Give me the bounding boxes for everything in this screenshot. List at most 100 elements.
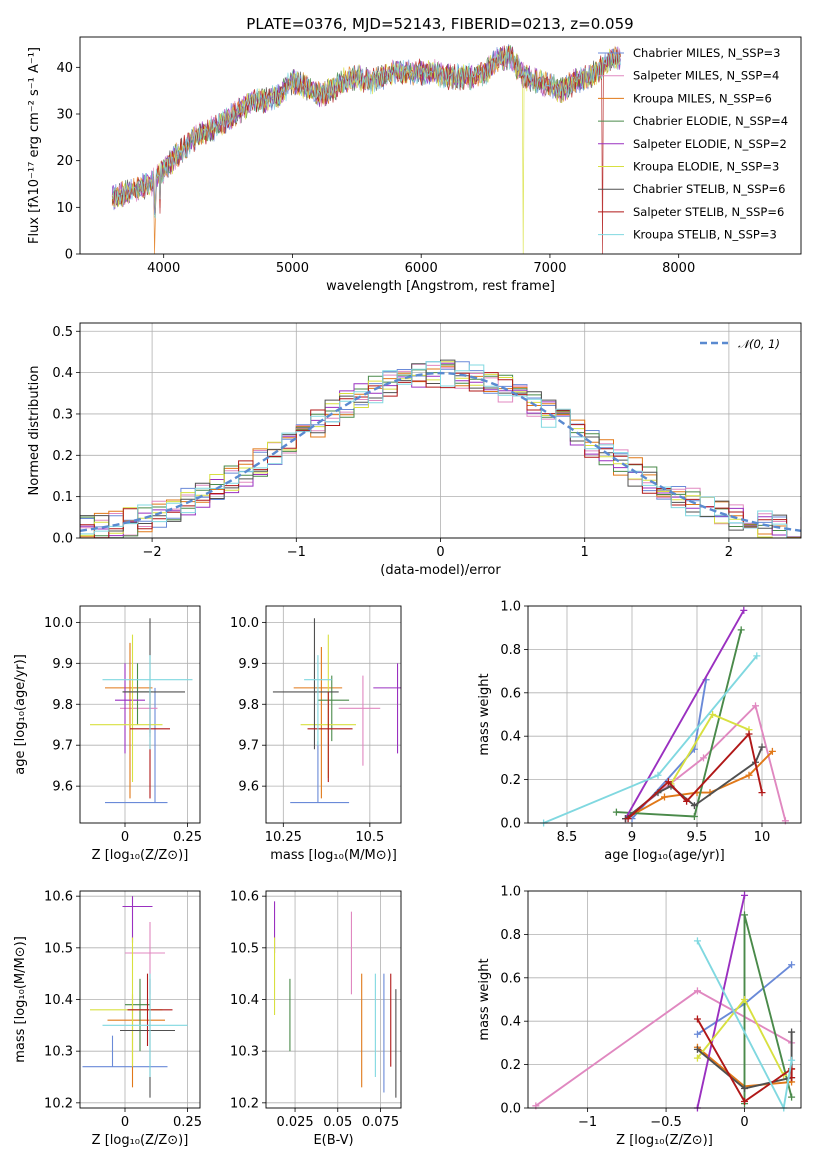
residuals-xtick-label: −1 — [287, 545, 306, 560]
age_vs_Z-xlabel: Z [log₁₀(Z/Z⊙)] — [92, 848, 189, 863]
massweight_vs_age-ytick-label: 0.4 — [500, 730, 521, 745]
age_vs_mass-point — [338, 675, 381, 766]
mass_vs_Z-ytick-label: 10.2 — [44, 1096, 73, 1111]
mass_vs_Z-ylabel: mass [log₁₀(M/M⊙)] — [13, 936, 28, 1063]
residuals-xtick-label: 2 — [725, 545, 733, 560]
massweight_vs_age-marker — [758, 743, 766, 751]
residuals-ytick-label: 0.0 — [52, 532, 73, 547]
massweight_vs_Z-ytick-label: 0.6 — [500, 971, 521, 986]
spectrum-legend: Chabrier MILES, N_SSP=3 Salpeter MILES, N… — [598, 46, 788, 242]
massweight_vs_age-marker — [690, 812, 698, 820]
spectrum-ytick-label: 30 — [56, 108, 73, 123]
massweight_vs_Z-ytick-label: 1.0 — [500, 885, 521, 900]
massweight_vs_age-xtick-label: 10 — [754, 830, 771, 845]
age_vs_Z-xtick-label: 0 — [121, 830, 129, 845]
massweight_vs_Z-xlabel: Z [log₁₀(Z/Z⊙)] — [616, 1133, 713, 1148]
mass_vs_EBV-xtick-label: 0.05 — [323, 1115, 352, 1130]
massweight_vs_age-ytick-label: 0.0 — [500, 817, 521, 832]
age_vs_Z-panel: 0 0.25 9.6 9.7 9.8 9.9 10.0 Z [log₁₀(Z/Z⊙)] age … — [13, 605, 202, 863]
spectrum-xtick-label: 7000 — [533, 261, 566, 276]
massweight_vs_age-marker — [661, 793, 668, 801]
age_vs_mass-ytick-label: 9.7 — [238, 739, 259, 754]
age_vs_Z-ytick-label: 9.8 — [52, 698, 73, 713]
mass_vs_Z-ytick-label: 10.3 — [44, 1045, 73, 1060]
massweight_vs_age-ytick-label: 0.6 — [500, 686, 521, 701]
spectrum-ytick-label: 0 — [65, 248, 73, 263]
massweight_vs_age-frame — [527, 605, 802, 824]
mass_vs_Z-ytick-label: 10.5 — [44, 941, 73, 956]
residuals-xtick-label: 0 — [436, 545, 444, 560]
mass_vs_Z-point — [82, 1035, 168, 1068]
massweight_vs_Z-series — [696, 1032, 793, 1090]
massweight_vs_age-marker — [745, 730, 753, 738]
massweight_vs_age-ylabel: mass weight — [477, 673, 492, 755]
mass_vs_Z-point — [122, 896, 153, 943]
spectrum-xtick-label: 8000 — [662, 261, 695, 276]
massweight_vs_age-ytick-label: 0.2 — [500, 773, 521, 788]
massweight_vs_Z-ytick-label: 0.4 — [500, 1015, 521, 1030]
age_vs_mass-xtick-label: 10.25 — [265, 830, 302, 845]
massweight_vs_age-marker — [768, 747, 776, 755]
age_vs_mass-xtick-label: 10.5 — [355, 830, 384, 845]
massweight_vs_Z-xtick-label: −1 — [578, 1115, 597, 1130]
mass_vs_Z-point — [125, 922, 165, 995]
spectrum-frame — [79, 36, 802, 255]
age_vs_mass-ytick-label: 9.6 — [238, 780, 259, 795]
mass_vs_EBV-xtick-label: 0.075 — [362, 1115, 399, 1130]
spectrum-xtick-label: 6000 — [405, 261, 438, 276]
massweight_vs_age-xlabel: age [log₁₀(age/yr)] — [604, 848, 725, 863]
age_vs_Z-point — [105, 642, 153, 799]
massweight_vs_age-marker — [745, 771, 753, 779]
spectrum-ytick-label: 20 — [56, 154, 73, 169]
massweight_vs_Z-frame — [527, 890, 802, 1109]
mass_vs_Z-ytick-label: 10.4 — [44, 993, 73, 1008]
legend-entry: Kroupa STELIB, N_SSP=3 — [633, 228, 777, 242]
mass_vs_Z-ytick-label: 10.6 — [44, 890, 73, 905]
age_vs_mass-point — [290, 741, 350, 804]
residuals-xtick-label: −2 — [143, 545, 162, 560]
age_vs_Z-point — [115, 663, 145, 754]
mass_vs_EBV-ytick-label: 10.4 — [230, 993, 259, 1008]
massweight_vs_age-marker — [709, 711, 717, 718]
mass_vs_EBV-ytick-label: 10.2 — [230, 1096, 259, 1111]
massweight_vs_Z-series — [696, 895, 746, 1109]
legend-entry: Salpeter MILES, N_SSP=4 — [633, 69, 779, 83]
massweight_vs_Z-panel: −1 −0.5 0 0.0 0.2 0.4 0.6 0.8 1.0 Z [log₁₀(Z/Z⊙)]… — [477, 885, 802, 1148]
residuals-panel: −2 −1 0 1 2 0.0 0.1 0.2 0.3 0.4 0.5 (data-model)/er… — [27, 322, 802, 578]
massweight_vs_Z-marker — [788, 1028, 796, 1036]
age_vs_Z-ytick-label: 9.7 — [52, 739, 73, 754]
residuals-xlabel: (data-model)/error — [380, 563, 501, 578]
massweight_vs_Z-marker — [693, 1030, 701, 1038]
spectrum-series — [111, 47, 621, 219]
age_vs_Z-frame — [79, 605, 201, 824]
massweight_vs_age-series — [624, 609, 745, 820]
massweight_vs_Z-marker — [741, 1084, 749, 1092]
massweight_vs_Z-ylabel: mass weight — [477, 958, 492, 1040]
massweight_vs_age-marker — [683, 797, 691, 805]
age_vs_Z-ytick-label: 9.9 — [52, 657, 73, 672]
massweight_vs_Z-marker — [741, 996, 749, 1003]
massweight_vs_Z-xtick-label: −0.5 — [650, 1115, 682, 1130]
mass_vs_EBV-frame — [265, 890, 402, 1109]
massweight_vs_age-marker — [740, 606, 748, 614]
residuals-ytick-label: 0.1 — [52, 490, 73, 505]
legend-entry: Kroupa ELODIE, N_SSP=3 — [633, 160, 779, 174]
massweight_vs_Z-series — [696, 997, 785, 1076]
age_vs_mass-point — [272, 618, 339, 750]
age_vs_mass-xlabel: mass [log₁₀(M/M⊙)] — [270, 848, 397, 863]
massweight_vs_Z-series — [696, 1018, 793, 1103]
residuals-xtick-label: 1 — [581, 545, 589, 560]
mass_vs_Z-frame — [79, 890, 201, 1109]
residuals-ytick-label: 0.4 — [52, 366, 73, 381]
massweight_vs_Z-marker — [693, 1045, 701, 1053]
massweight_vs_Z-marker — [693, 1054, 701, 1062]
legend-entry: Salpeter STELIB, N_SSP=6 — [633, 205, 784, 219]
mass_vs_EBV-panel: 0.025 0.05 0.075 10.2 10.3 10.4 10.5 10.6 E(B-V) — [230, 890, 402, 1148]
spectrum-series — [111, 45, 621, 254]
legend-entry: Salpeter ELODIE, N_SSP=2 — [633, 137, 787, 151]
massweight_vs_age-xtick-label: 9.5 — [687, 830, 708, 845]
spectrum-xtick-label: 4000 — [147, 261, 180, 276]
residual-histogram — [80, 361, 801, 538]
mass_vs_EBV-xlabel: E(B-V) — [313, 1133, 353, 1148]
